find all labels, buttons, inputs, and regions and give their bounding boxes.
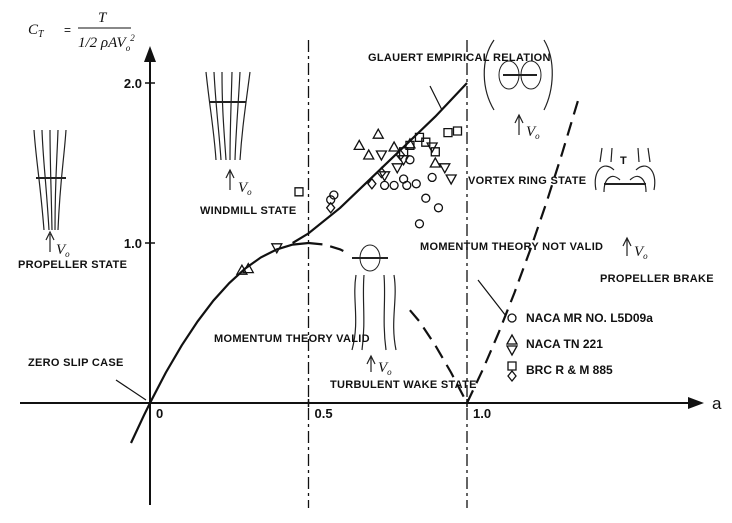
formula-lhs: C xyxy=(28,22,39,38)
vortex-v0: Vo xyxy=(526,124,540,141)
data-point-square xyxy=(405,140,415,151)
propeller-v0: Vo xyxy=(56,242,70,259)
series-line xyxy=(308,241,347,254)
x-tick-label: 0 xyxy=(156,406,163,421)
series-line xyxy=(130,241,309,444)
data-point-triangle-up xyxy=(242,262,255,274)
data-point-circle xyxy=(379,180,390,191)
theory-curves xyxy=(130,82,580,444)
data-point-triangle-up xyxy=(387,140,401,152)
formula-lhs-sub: T xyxy=(38,29,45,40)
data-point-circle xyxy=(421,193,431,203)
reference-vlines xyxy=(307,40,468,508)
data-point-diamond xyxy=(395,148,406,162)
data-point-square xyxy=(452,126,463,136)
formula-equals: = xyxy=(64,23,71,37)
legend-marker-square xyxy=(507,361,517,371)
data-point-square xyxy=(443,127,453,138)
formula-numerator: T xyxy=(98,10,108,26)
data-point-square xyxy=(421,137,431,147)
momentum-not-valid-label: MOMENTUM THEORY NOT VALID xyxy=(420,241,603,253)
data-point-triangle-down xyxy=(391,163,404,175)
momentum-not-valid-leader xyxy=(477,279,507,317)
y-axis-formula: CT = T 1/2 ρAVo2 xyxy=(28,10,135,53)
axis-ticks: 00.51.02.01.0-1.0 xyxy=(124,76,491,421)
legend-marker-triangle-down xyxy=(505,345,519,357)
x-axis-arrow xyxy=(688,397,704,409)
data-point-diamond xyxy=(325,201,336,214)
vortex-ring-sketch xyxy=(483,39,553,135)
experimental-points xyxy=(235,126,463,275)
svg-text:1/2 ρAVo2: 1/2 ρAVo2 xyxy=(78,33,135,53)
glauert-leader xyxy=(429,85,443,111)
formula-den-sup: 2 xyxy=(130,33,135,43)
data-point-square xyxy=(294,187,304,197)
legend-label: NACA TN 221 xyxy=(526,337,603,351)
data-point-diamond xyxy=(367,177,377,190)
legend-marker-triangle-up xyxy=(505,333,519,345)
y-tick-label: 2.0 xyxy=(124,76,142,91)
data-point-circle xyxy=(389,180,399,191)
data-point-triangle-up xyxy=(353,139,366,151)
data-point-triangle-down xyxy=(375,150,388,162)
glauert-label-text: GLAUERT EMPIRICAL RELATION xyxy=(368,52,551,64)
formula-den-sub: o xyxy=(126,43,131,53)
windmill-state-sketch xyxy=(205,71,251,190)
data-point-circle xyxy=(405,155,415,165)
propeller-state-label: PROPELLER STATE xyxy=(18,259,127,271)
data-point-triangle-down xyxy=(270,243,283,255)
glauert-label: GLAUERT EMPIRICAL RELATION xyxy=(368,52,551,64)
data-point-triangle-down xyxy=(438,163,451,175)
x-tick-label: 1.0 xyxy=(473,406,491,421)
y-axis-arrow xyxy=(144,46,156,62)
formula-denominator: 1/2 ρAV xyxy=(78,35,128,51)
data-point-triangle-up xyxy=(429,156,442,168)
annotations: GLAUERT EMPIRICAL RELATION MOMENTUM THEO… xyxy=(18,52,714,401)
data-point-circle xyxy=(411,179,421,189)
brake-thrust-t: T xyxy=(620,155,627,167)
legend-marker-diamond xyxy=(507,369,517,383)
propeller-brake-sketch xyxy=(594,147,656,256)
data-point-square xyxy=(414,132,425,143)
data-point-triangle-up xyxy=(403,137,417,149)
turbulent-v0: Vo xyxy=(378,360,392,377)
series-line xyxy=(409,309,468,404)
data-point-diamond xyxy=(376,166,387,179)
legend-label: BRC R & M 885 xyxy=(526,363,613,377)
propeller-state-sketch xyxy=(33,129,67,252)
windmill-state-label: WINDMILL STATE xyxy=(200,205,296,217)
series-line xyxy=(466,100,580,404)
data-point-circle xyxy=(427,172,437,183)
windmill-v0: Vo xyxy=(238,180,252,197)
turbulent-wake-label: TURBULENT WAKE STATE xyxy=(330,379,477,391)
zero-slip-leader xyxy=(115,379,147,401)
axes: a xyxy=(20,46,722,505)
x-axis-label: a xyxy=(712,394,722,413)
propeller-brake-label: PROPELLER BRAKE xyxy=(600,273,714,285)
y-tick-label: 1.0 xyxy=(124,236,142,251)
turbulent-wake-sketch xyxy=(351,244,397,372)
zero-slip-label: ZERO SLIP CASE xyxy=(28,357,124,369)
data-point-circle xyxy=(329,190,339,200)
brake-v0: Vo xyxy=(634,244,648,261)
legend: NACA MR NO. L5D09a NACA TN 221 BRC R & M 8… xyxy=(505,311,653,383)
data-point-triangle-up xyxy=(372,127,385,139)
vortex-ring-label: VORTEX RING STATE xyxy=(468,175,586,187)
x-tick-label: 0.5 xyxy=(315,406,333,421)
data-point-circle xyxy=(433,203,444,213)
data-point-square xyxy=(430,147,440,157)
data-point-circle xyxy=(414,219,425,229)
legend-label: NACA MR NO. L5D09a xyxy=(526,311,653,325)
series-line xyxy=(292,82,468,244)
data-point-circle xyxy=(402,180,412,191)
data-point-triangle-down xyxy=(445,174,458,186)
data-point-square xyxy=(398,147,409,157)
legend-marker-circle xyxy=(507,313,517,323)
svg-text:CT: CT xyxy=(28,22,45,40)
data-point-triangle-up xyxy=(362,148,375,160)
momentum-valid-label: MOMENTUM THEORY VALID xyxy=(214,333,370,345)
